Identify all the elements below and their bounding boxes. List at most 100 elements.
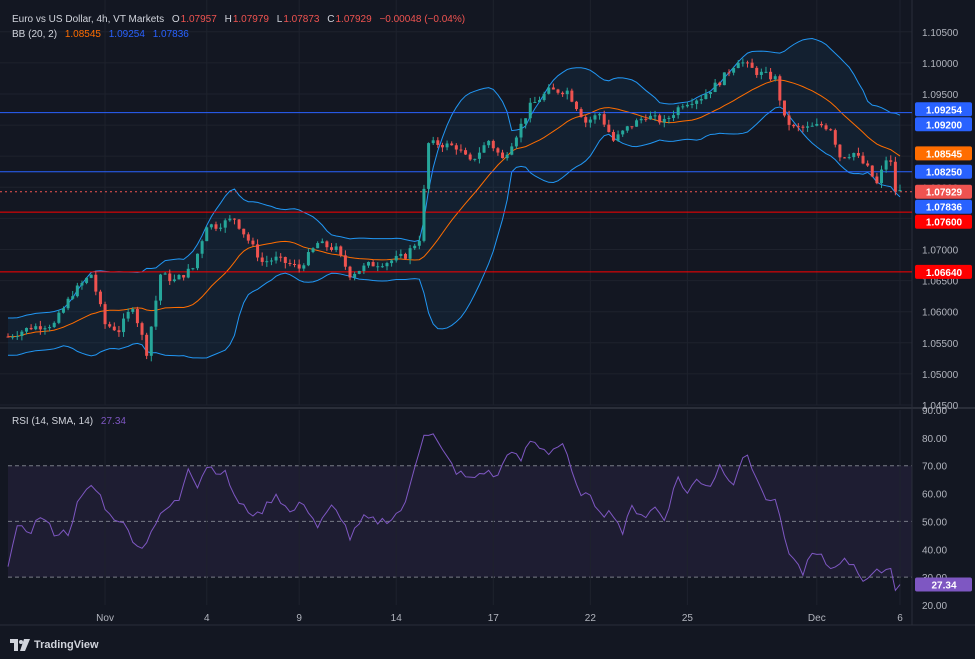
candle-body	[838, 144, 842, 158]
candle-body	[482, 145, 486, 153]
candle-body	[71, 296, 75, 299]
candle-body	[38, 326, 42, 330]
candle-body	[376, 266, 380, 268]
candle-body	[57, 312, 61, 323]
candle-body	[431, 140, 435, 144]
rsi-tick-label: 50.00	[922, 517, 947, 528]
candle-body	[588, 119, 592, 123]
candle-body	[468, 154, 472, 160]
candle-body	[6, 336, 10, 338]
candle-body	[514, 137, 518, 147]
candle-body	[454, 145, 458, 150]
price-tick-label: 1.06500	[922, 277, 959, 288]
candle-body	[598, 114, 602, 116]
candle-body	[371, 262, 375, 267]
candle-body	[85, 277, 89, 283]
rsi-grid	[0, 0, 975, 626]
candle-body	[237, 219, 241, 229]
time-tick-label: Dec	[808, 613, 826, 624]
candle-body	[815, 123, 819, 126]
candle-body	[195, 253, 199, 269]
candle-body	[122, 318, 126, 333]
candlestick-series	[6, 58, 902, 362]
candle-body	[764, 71, 768, 73]
price-axis-label: 1.06640	[926, 268, 963, 279]
candle-body	[741, 62, 745, 64]
horizontal-levels[interactable]	[0, 112, 912, 273]
candle-body	[145, 334, 149, 356]
candle-body	[11, 336, 15, 338]
candle-body	[242, 228, 246, 235]
price-axis-label-bg	[915, 214, 972, 229]
candle-body	[297, 264, 301, 269]
candle-body	[889, 160, 893, 162]
price-axis-label: 1.07600	[926, 218, 963, 229]
candle-body	[542, 93, 546, 101]
candle-body	[172, 279, 176, 282]
candle-body	[556, 89, 560, 93]
time-tick-label: 9	[296, 613, 302, 624]
bb-upper-line	[7, 38, 901, 319]
candle-body	[48, 327, 52, 329]
bb-label: BB (20, 2)	[12, 29, 58, 40]
price-tick-label: 1.09500	[922, 90, 959, 101]
price-tick-label: 1.10000	[922, 59, 959, 70]
rsi-legend: RSI (14, SMA, 14) 27.34	[12, 416, 127, 427]
candle-body	[547, 87, 551, 94]
candle-body	[75, 285, 79, 297]
candle-body	[787, 115, 791, 125]
close-label: C	[327, 14, 335, 25]
candle-body	[34, 326, 38, 330]
candle-body	[884, 160, 888, 170]
candle-body	[611, 132, 615, 141]
open-value: 1.07957	[180, 14, 217, 25]
candle-body	[829, 129, 833, 131]
candle-body	[635, 120, 639, 127]
candle-body	[339, 246, 343, 256]
candle-body	[343, 255, 347, 267]
candle-body	[61, 308, 65, 313]
rsi-tick-label: 90.00	[922, 406, 947, 417]
price-tick-label: 1.07000	[922, 245, 959, 256]
candle-body	[824, 125, 828, 130]
rsi-line	[7, 433, 901, 592]
candle-body	[524, 118, 528, 124]
candle-body	[94, 274, 98, 292]
candle-body	[168, 273, 172, 282]
candle-body	[390, 260, 394, 264]
candle-body	[191, 268, 195, 270]
candle-body	[66, 298, 70, 309]
candle-body	[473, 158, 477, 160]
candle-body	[159, 274, 163, 301]
candle-body	[847, 157, 851, 159]
bb-basis-value: 1.08545	[64, 29, 101, 40]
candle-body	[422, 188, 426, 241]
candle-body	[810, 125, 814, 127]
rsi-tick-label: 60.00	[922, 490, 947, 501]
tradingview-logo[interactable]: TradingView	[10, 639, 99, 651]
candle-body	[274, 256, 278, 261]
candle-body	[579, 109, 583, 118]
candle-body	[658, 115, 662, 123]
candle-body	[325, 241, 329, 248]
candle-body	[750, 62, 754, 68]
price-axis-label: 1.09254	[926, 105, 963, 116]
time-tick-label: Nov	[96, 613, 114, 624]
candle-body	[648, 115, 652, 120]
candle-body	[163, 273, 167, 275]
candle-body	[709, 92, 713, 94]
candle-body	[861, 155, 865, 164]
candle-body	[875, 176, 879, 184]
candle-body	[510, 146, 514, 155]
time-tick-label: 14	[391, 613, 403, 624]
candle-body	[182, 275, 186, 278]
price-axis-label-bg	[915, 117, 972, 132]
candle-body	[200, 241, 204, 254]
time-tick-label: 22	[585, 613, 597, 624]
candle-body	[362, 265, 366, 271]
candle-body	[718, 82, 722, 86]
time-tick-label: 25	[682, 613, 694, 624]
candle-body	[427, 143, 431, 189]
candle-body	[246, 234, 250, 241]
